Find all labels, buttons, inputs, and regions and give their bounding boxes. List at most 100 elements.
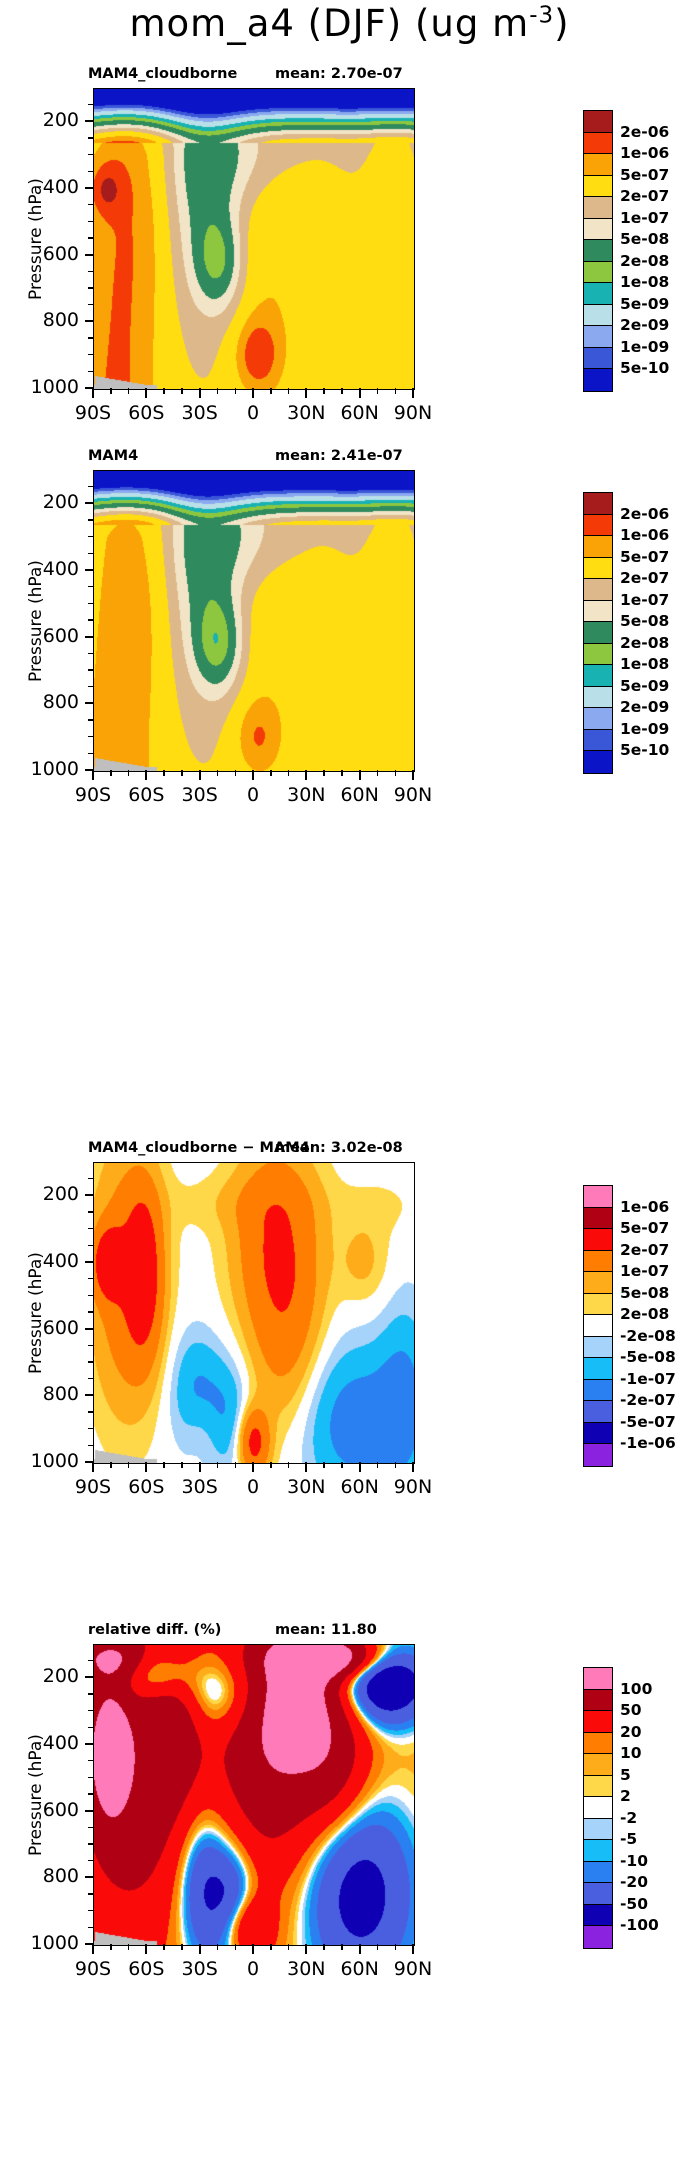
colorbar-swatch bbox=[584, 665, 612, 687]
y-tick-label: 800 bbox=[42, 309, 79, 332]
colorbar-difference bbox=[583, 1185, 613, 1467]
colorbar-swatch bbox=[584, 218, 612, 241]
y-tick-label: 400 bbox=[42, 558, 79, 580]
x-minor-tick bbox=[341, 388, 343, 394]
y-tick-mark bbox=[85, 1394, 94, 1397]
y-minor-tick bbox=[88, 652, 94, 655]
x-minor-tick bbox=[323, 770, 325, 776]
colorbar-tick-label: 1e-06 bbox=[620, 144, 670, 163]
x-tick-label: 30S bbox=[181, 1476, 218, 1498]
mean-label: mean: bbox=[275, 448, 326, 464]
y-tick-mark bbox=[85, 1261, 94, 1263]
x-tick-mark bbox=[412, 770, 414, 780]
panel-title-relative-difference: relative diff. (%) bbox=[88, 1622, 222, 1638]
x-minor-tick bbox=[110, 1462, 112, 1468]
colorbar-mam4-cloudborne bbox=[583, 110, 613, 392]
x-minor-tick bbox=[216, 388, 219, 394]
colorbar-swatch bbox=[584, 1186, 612, 1208]
colorbar-swatch bbox=[584, 1818, 612, 1841]
x-tick-mark bbox=[358, 1944, 361, 1954]
figure-title: mom_a4 (DJF) (ug m-3) bbox=[0, 2, 699, 45]
colorbar-swatch bbox=[584, 557, 612, 580]
x-minor-tick bbox=[163, 1944, 165, 1950]
colorbar-tick-label: 1e-09 bbox=[620, 719, 670, 738]
x-tick-mark bbox=[305, 1944, 308, 1954]
x-minor-tick bbox=[216, 1944, 219, 1950]
colorbar-tick-label: -1e-07 bbox=[620, 1369, 676, 1388]
y-minor-tick bbox=[88, 1826, 94, 1829]
colorbar-swatch bbox=[584, 1422, 612, 1445]
y-tick-mark bbox=[85, 1676, 94, 1679]
colorbar-swatch bbox=[584, 708, 612, 730]
colorbar-swatch bbox=[584, 1840, 612, 1862]
y-tick-mark bbox=[85, 1943, 94, 1945]
colorbar-tick-label: -2 bbox=[620, 1808, 638, 1827]
x-minor-tick bbox=[181, 1462, 183, 1468]
panel-mean-relative-difference: mean: 11.80 bbox=[275, 1622, 377, 1638]
mean-value: 2.41e-07 bbox=[330, 448, 403, 464]
x-tick-mark bbox=[92, 770, 94, 780]
colorbar-tick-label: -5 bbox=[620, 1830, 638, 1849]
colorbar-tick-label: -50 bbox=[620, 1894, 649, 1913]
colorbar-swatch bbox=[584, 1444, 612, 1466]
x-tick-mark bbox=[198, 1462, 201, 1472]
x-minor-tick bbox=[234, 770, 237, 776]
plot-area-mam4 bbox=[93, 470, 415, 772]
x-minor-tick bbox=[323, 1944, 325, 1950]
x-tick-mark bbox=[198, 388, 201, 398]
y-tick-mark bbox=[85, 1327, 94, 1330]
mean-label: mean: bbox=[275, 1140, 326, 1156]
colorbar-swatch bbox=[584, 1775, 612, 1798]
figure-title-tail: ) bbox=[554, 2, 570, 45]
contour-field-difference bbox=[94, 1163, 414, 1463]
colorbar-swatch bbox=[584, 1379, 612, 1402]
y-tick-label: 400 bbox=[42, 1250, 79, 1272]
colorbar-swatch bbox=[584, 1926, 612, 1948]
x-tick-label: 30N bbox=[287, 784, 326, 806]
contour-field-mam4 bbox=[94, 471, 414, 771]
y-minor-tick bbox=[88, 220, 94, 223]
colorbar-tick-label: -5e-08 bbox=[620, 1348, 676, 1367]
colorbar-tick-label: 1e-08 bbox=[620, 273, 670, 292]
colorbar-tick-label: 1e-08 bbox=[620, 655, 670, 674]
y-minor-tick bbox=[88, 1693, 94, 1695]
x-tick-label: 90S bbox=[74, 784, 112, 806]
y-minor-tick bbox=[88, 552, 94, 555]
colorbar-swatch bbox=[584, 240, 612, 262]
x-tick-mark bbox=[145, 388, 148, 398]
x-tick-mark bbox=[198, 1944, 201, 1954]
colorbar-tick-label: -100 bbox=[620, 1916, 659, 1935]
colorbar-swatch bbox=[584, 1229, 612, 1251]
x-minor-tick bbox=[270, 770, 272, 776]
x-minor-tick bbox=[234, 1944, 237, 1950]
x-tick-mark bbox=[145, 1944, 148, 1954]
colorbar-mam4 bbox=[583, 492, 613, 774]
x-minor-tick bbox=[181, 1944, 183, 1950]
y-minor-tick bbox=[88, 303, 94, 306]
y-tick-mark bbox=[85, 1809, 94, 1812]
y-minor-tick bbox=[88, 669, 94, 671]
x-tick-mark bbox=[252, 1462, 254, 1472]
colorbar-tick-label: -5e-07 bbox=[620, 1412, 676, 1431]
y-minor-tick bbox=[88, 1294, 94, 1297]
y-minor-tick bbox=[88, 1709, 94, 1712]
colorbar-swatch bbox=[584, 493, 612, 515]
x-minor-tick bbox=[270, 1462, 272, 1468]
colorbar-swatch bbox=[584, 686, 612, 709]
x-tick-label: 60S bbox=[128, 784, 165, 806]
y-tick-label: 200 bbox=[42, 491, 79, 514]
colorbar-swatch bbox=[584, 600, 612, 623]
x-tick-mark bbox=[145, 770, 148, 780]
y-tick-label: 800 bbox=[42, 1865, 79, 1888]
x-tick-mark bbox=[198, 770, 201, 780]
x-minor-tick bbox=[323, 1462, 325, 1468]
y-minor-tick bbox=[88, 1244, 94, 1247]
colorbar-tick-label: 2e-08 bbox=[620, 633, 670, 652]
colorbar-swatch bbox=[584, 197, 612, 219]
y-minor-tick bbox=[88, 685, 94, 688]
x-minor-tick bbox=[341, 1462, 343, 1468]
x-tick-mark bbox=[92, 1944, 94, 1954]
colorbar-tick-label: 1e-07 bbox=[620, 208, 670, 227]
x-minor-tick bbox=[341, 1944, 343, 1950]
y-tick-mark bbox=[85, 635, 94, 638]
